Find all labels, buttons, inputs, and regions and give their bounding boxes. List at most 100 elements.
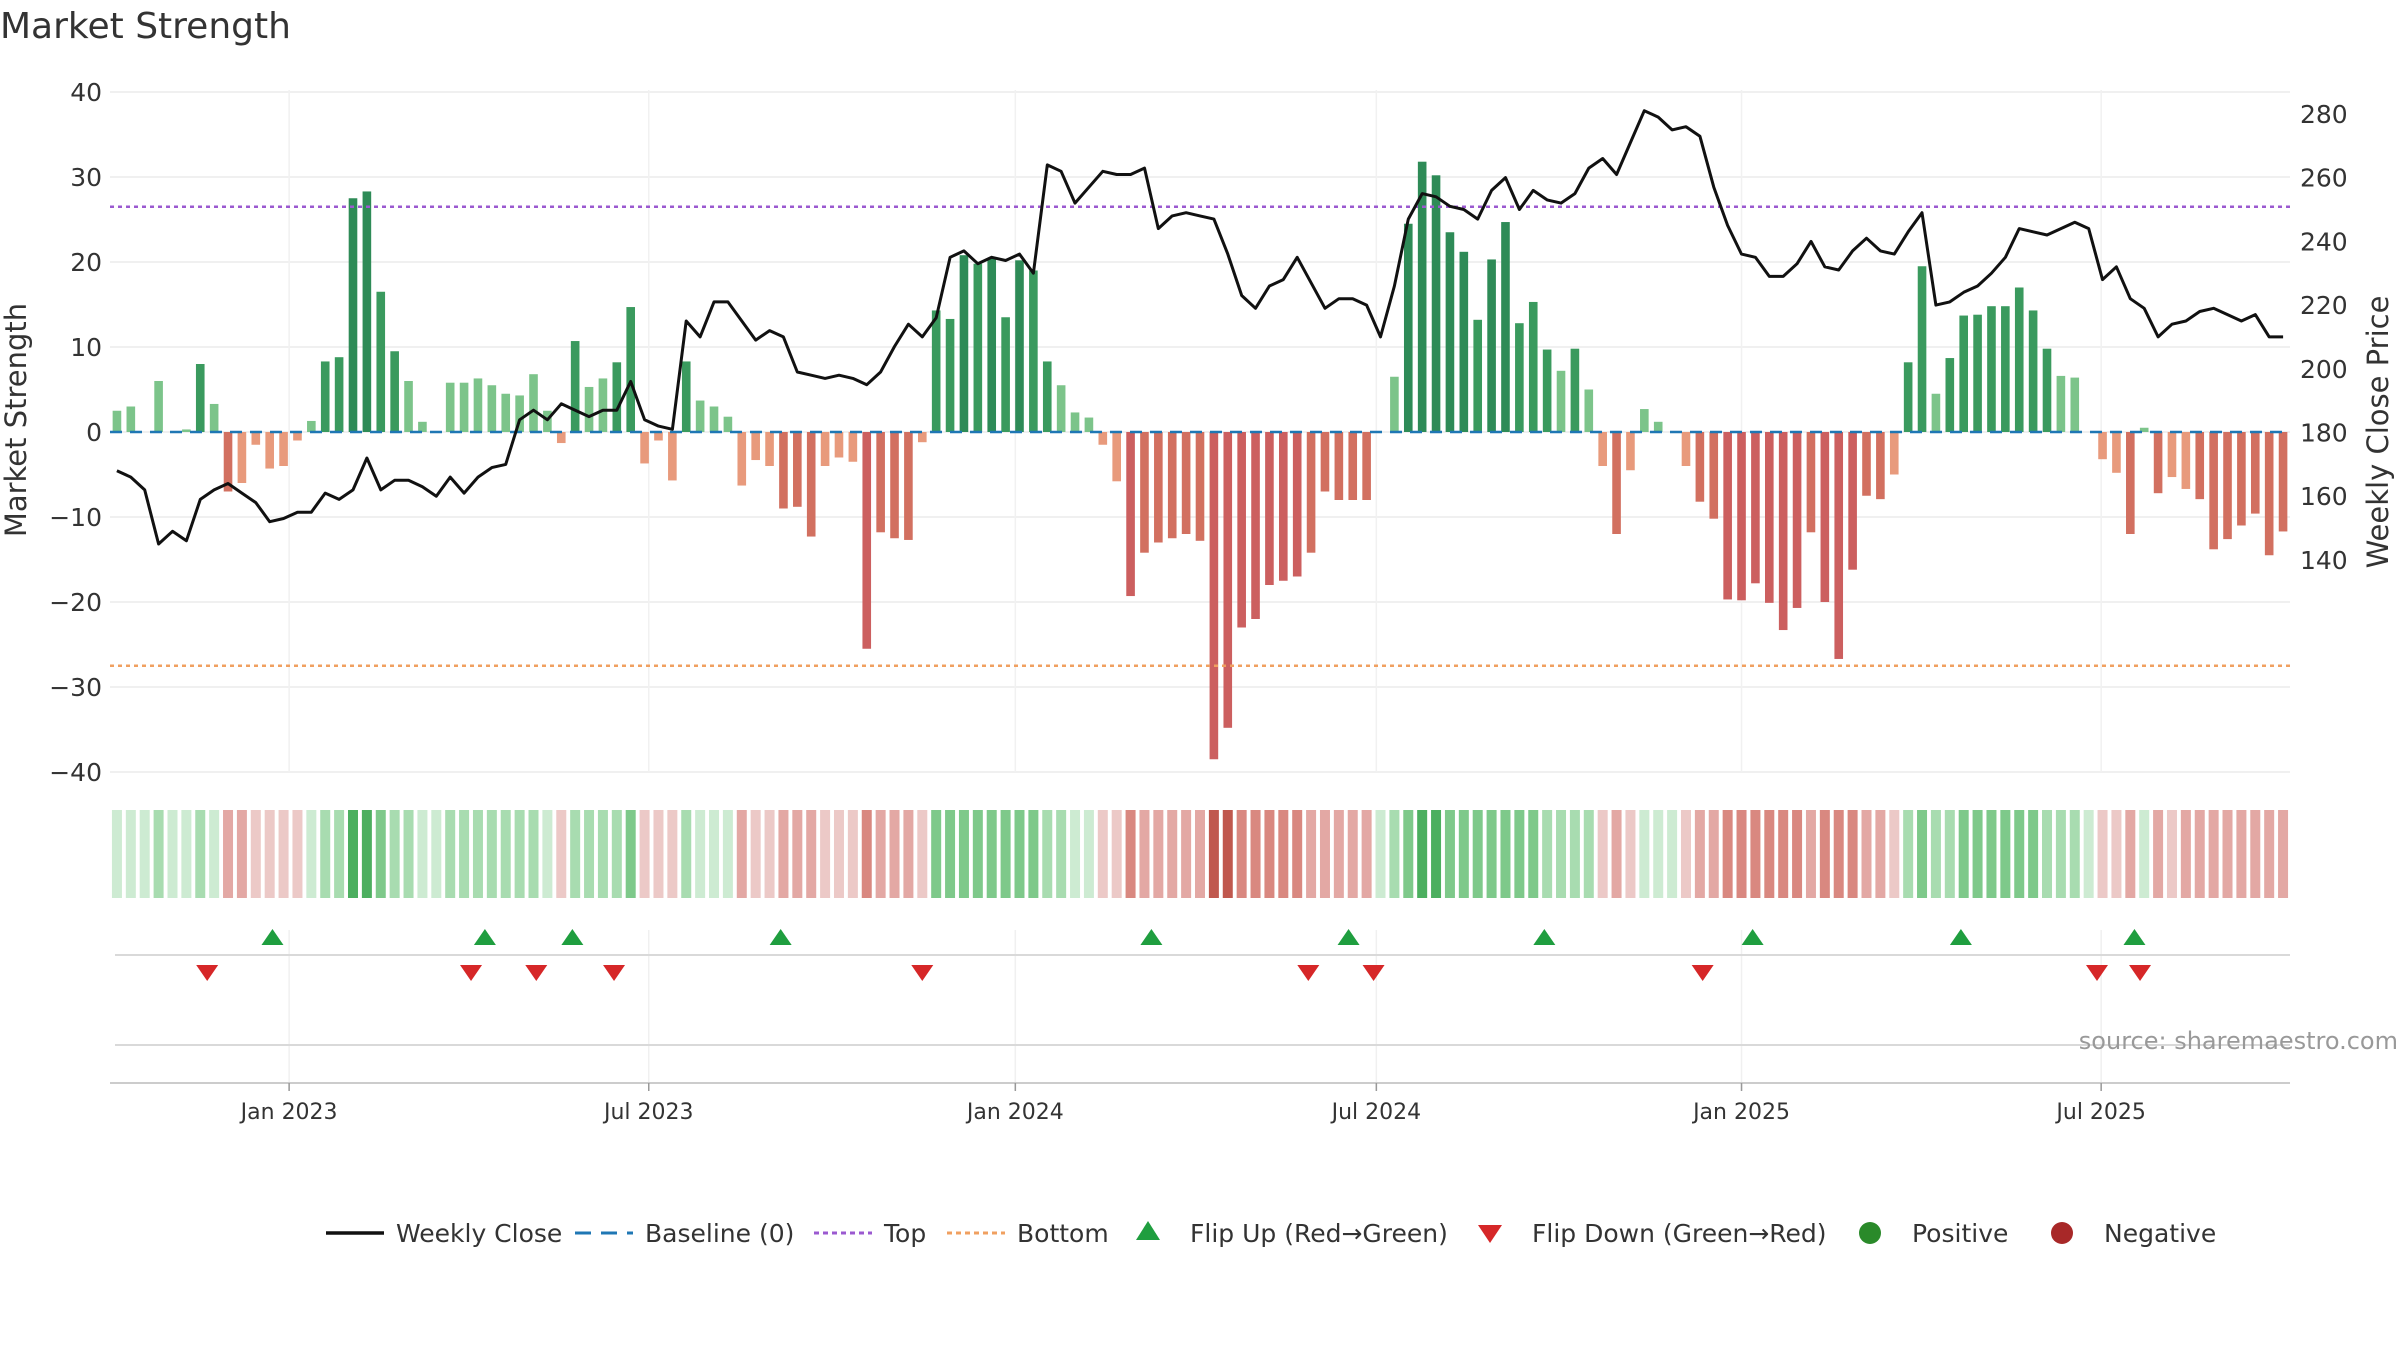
legend-item: Bottom bbox=[947, 1219, 1109, 1248]
strength-bar bbox=[1584, 389, 1594, 432]
strength-bar bbox=[779, 432, 788, 509]
strip-cell bbox=[764, 810, 775, 898]
strength-bar bbox=[1167, 432, 1177, 539]
strength-bar bbox=[1681, 432, 1691, 466]
strength-bar bbox=[223, 432, 233, 492]
strength-bar bbox=[1195, 432, 1205, 541]
strength-bar bbox=[681, 361, 691, 432]
weekly-close-line bbox=[116, 109, 2284, 546]
strip-cell bbox=[320, 810, 331, 898]
strip-cell bbox=[1403, 810, 1414, 898]
strip-cell bbox=[1583, 810, 1594, 898]
strength-bar bbox=[445, 382, 455, 432]
strength-bar bbox=[404, 381, 413, 432]
left-tick-label: −30 bbox=[49, 673, 102, 702]
left-tick-label: 40 bbox=[70, 78, 102, 107]
strip-cell bbox=[1431, 810, 1442, 898]
strip-cell bbox=[1625, 810, 1636, 898]
strip-cell bbox=[125, 810, 136, 898]
strip-cell bbox=[1236, 810, 1247, 898]
strength-bar bbox=[973, 263, 983, 432]
right-tick-label: 180 bbox=[2300, 419, 2348, 448]
strip-cell bbox=[2083, 810, 2094, 898]
strength-bar bbox=[1445, 232, 1455, 432]
strength-bar bbox=[598, 378, 608, 432]
strength-bar bbox=[501, 393, 511, 432]
strength-bar bbox=[2167, 432, 2177, 478]
legend-label: Baseline (0) bbox=[645, 1219, 794, 1248]
left-axis-ticks: 40 30 20 10 0 −10 −20 −30 −40 bbox=[49, 78, 102, 787]
strength-bar bbox=[668, 432, 677, 481]
strip-cell bbox=[820, 810, 831, 898]
legend-item: Positive bbox=[1859, 1219, 2008, 1248]
strength-bar bbox=[1848, 432, 1857, 570]
strip-cell bbox=[417, 810, 428, 898]
left-tick-label: 10 bbox=[70, 333, 102, 362]
strip-cell bbox=[1195, 810, 1205, 898]
strength-bar bbox=[793, 432, 802, 507]
strength-bar bbox=[1862, 432, 1871, 496]
strength-bar bbox=[1487, 259, 1496, 432]
flip-down-marker bbox=[2129, 965, 2152, 981]
flip-up-marker bbox=[261, 929, 284, 945]
strip-cell bbox=[2208, 810, 2219, 898]
strip-cell bbox=[1486, 810, 1497, 898]
strip-cell bbox=[347, 810, 358, 898]
strip-cell bbox=[639, 810, 650, 898]
strip-cell bbox=[1875, 810, 1886, 898]
strip-cell bbox=[847, 810, 858, 898]
strength-bar bbox=[654, 432, 663, 441]
legend-item: Top bbox=[814, 1219, 926, 1248]
strength-bar bbox=[1279, 432, 1288, 581]
flip-down-marker bbox=[1691, 965, 1714, 981]
flip-up-marker bbox=[1741, 929, 1764, 945]
strip-cell bbox=[1653, 810, 1664, 898]
legend-label: Positive bbox=[1912, 1219, 2008, 1248]
strength-bar bbox=[584, 386, 594, 432]
strip-cell bbox=[153, 810, 164, 898]
strip-cell bbox=[1611, 810, 1622, 898]
strip-cell bbox=[1667, 810, 1678, 898]
strength-bar bbox=[1417, 161, 1427, 432]
strength-bar bbox=[2056, 375, 2066, 432]
strip-cell bbox=[917, 810, 928, 898]
strip-cell bbox=[2014, 810, 2025, 898]
flip-up-marker bbox=[1140, 929, 1163, 945]
strength-bar bbox=[570, 341, 580, 432]
strip-cell bbox=[584, 810, 595, 898]
strip-cell bbox=[1861, 810, 1872, 898]
strength-bar bbox=[890, 432, 899, 539]
strength-bar bbox=[2014, 287, 2024, 432]
flip-marker-panel bbox=[115, 929, 2290, 1090]
x-tick-label: Jan 2025 bbox=[1691, 1100, 1790, 1125]
strip-cell bbox=[903, 810, 914, 898]
flip-up-marker bbox=[2123, 929, 2146, 945]
strength-bar bbox=[2250, 432, 2260, 514]
strength-bar bbox=[876, 432, 885, 533]
left-tick-label: 0 bbox=[86, 418, 102, 447]
strip-cell bbox=[1514, 810, 1525, 898]
legend-label: Bottom bbox=[1017, 1219, 1109, 1248]
right-axis-ticks: 280 260 240 220 200 180 160 140 bbox=[2300, 100, 2348, 575]
strip-cell bbox=[667, 810, 678, 898]
left-tick-label: −10 bbox=[49, 503, 102, 532]
strip-cell bbox=[1111, 810, 1122, 898]
strength-bar bbox=[1903, 362, 1913, 432]
strength-bar bbox=[473, 378, 483, 432]
strength-bar bbox=[362, 191, 372, 432]
strip-cell bbox=[2028, 810, 2039, 898]
strength-bar bbox=[1709, 432, 1719, 519]
legend-item: Flip Down (Green→Red) bbox=[1478, 1219, 1827, 1248]
strip-cell bbox=[1222, 810, 1233, 898]
strip-cell bbox=[167, 810, 178, 898]
strength-bar bbox=[751, 432, 760, 461]
strip-cell bbox=[1542, 810, 1553, 898]
strip-cell bbox=[403, 810, 414, 898]
strip-cell bbox=[1917, 810, 1928, 898]
strip-cell bbox=[653, 810, 664, 898]
flip-up-marker bbox=[769, 929, 792, 945]
strip-cell bbox=[625, 810, 636, 898]
strip-cell bbox=[1944, 810, 1955, 898]
left-tick-label: −20 bbox=[49, 588, 102, 617]
strip-cell bbox=[986, 810, 997, 898]
